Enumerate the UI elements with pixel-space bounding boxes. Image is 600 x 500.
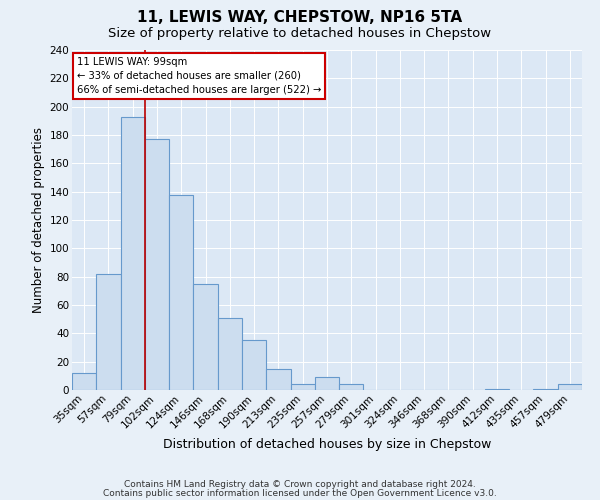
Bar <box>315 378 339 390</box>
Bar <box>145 139 169 390</box>
Bar <box>533 388 558 390</box>
Bar <box>339 384 364 390</box>
Bar <box>96 274 121 390</box>
Bar <box>218 318 242 390</box>
X-axis label: Distribution of detached houses by size in Chepstow: Distribution of detached houses by size … <box>163 438 491 451</box>
Text: 11, LEWIS WAY, CHEPSTOW, NP16 5TA: 11, LEWIS WAY, CHEPSTOW, NP16 5TA <box>137 10 463 25</box>
Bar <box>193 284 218 390</box>
Bar <box>169 194 193 390</box>
Bar <box>558 384 582 390</box>
Text: Contains HM Land Registry data © Crown copyright and database right 2024.: Contains HM Land Registry data © Crown c… <box>124 480 476 489</box>
Y-axis label: Number of detached properties: Number of detached properties <box>32 127 46 313</box>
Text: Contains public sector information licensed under the Open Government Licence v3: Contains public sector information licen… <box>103 488 497 498</box>
Bar <box>290 384 315 390</box>
Bar <box>266 369 290 390</box>
Bar <box>242 340 266 390</box>
Bar <box>121 116 145 390</box>
Bar <box>72 373 96 390</box>
Text: Size of property relative to detached houses in Chepstow: Size of property relative to detached ho… <box>109 28 491 40</box>
Text: 11 LEWIS WAY: 99sqm
← 33% of detached houses are smaller (260)
66% of semi-detac: 11 LEWIS WAY: 99sqm ← 33% of detached ho… <box>77 57 322 95</box>
Bar <box>485 388 509 390</box>
